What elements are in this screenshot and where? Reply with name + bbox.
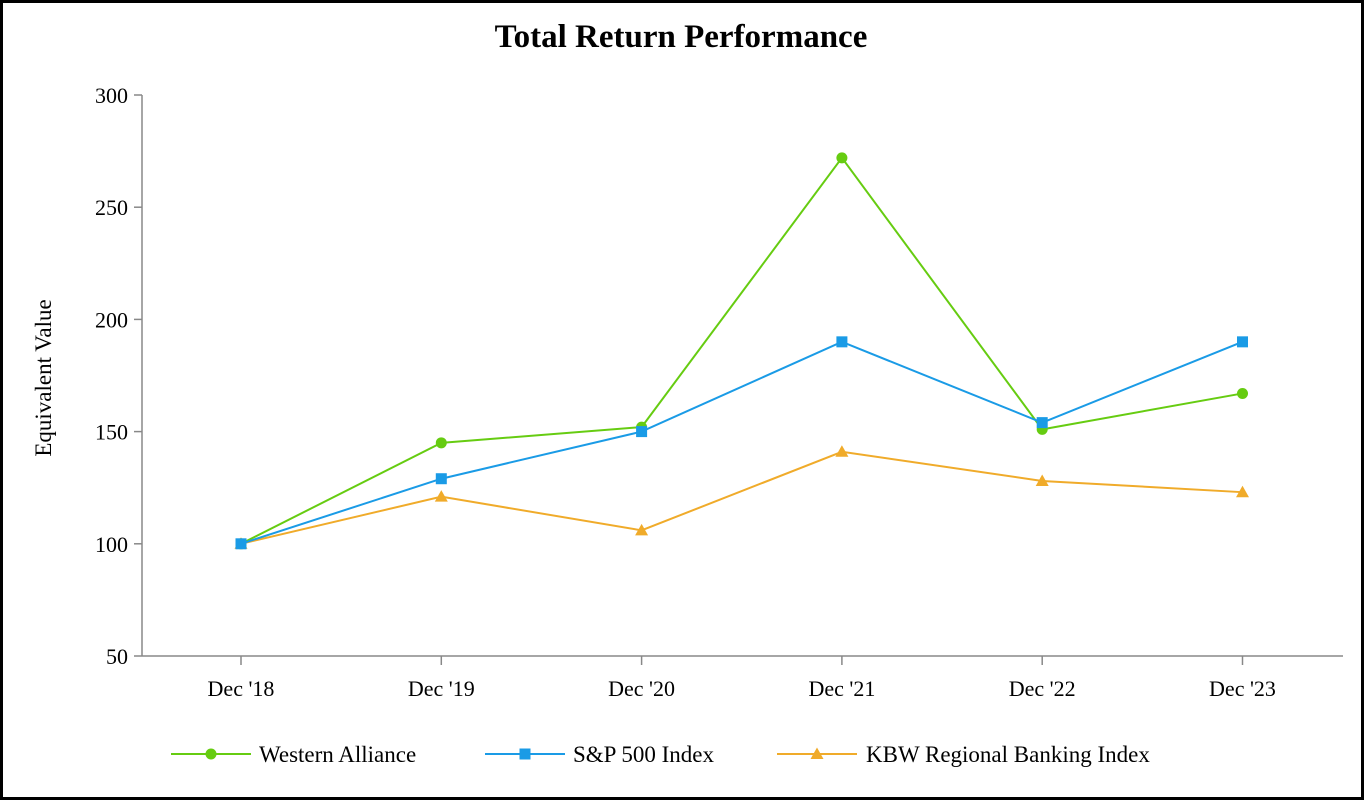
y-tick-label: 200 <box>95 307 128 332</box>
data-point <box>435 437 447 449</box>
series-line <box>240 340 1243 545</box>
legend-marker <box>205 748 217 760</box>
x-tick-label: Dec '23 <box>1209 676 1276 701</box>
legend-marker <box>519 748 531 760</box>
chart-title: Total Return Performance <box>495 19 868 55</box>
axes: 50 100 150 200 250 300 Dec '18 Dec '19 Dec '20 De… <box>95 83 1343 701</box>
data-point <box>435 473 447 485</box>
data-point <box>1035 474 1049 486</box>
y-tick-label: 250 <box>95 195 128 220</box>
x-tick-label: Dec '21 <box>808 676 875 701</box>
y-axis-label: Equivalent Value <box>31 299 56 456</box>
legend-item: S&P 500 Index <box>485 742 714 767</box>
data-point <box>835 445 849 457</box>
data-point <box>1237 387 1248 399</box>
x-tick-label: Dec '18 <box>208 676 275 701</box>
series-line <box>240 156 1243 545</box>
series-western-alliance <box>235 152 1248 550</box>
data-point <box>434 490 448 502</box>
data-point <box>1237 336 1248 348</box>
chart-canvas: Total Return Performance Equivalent Valu… <box>31 19 1343 767</box>
data-point <box>235 538 247 550</box>
series-line <box>240 450 1243 545</box>
data-point <box>635 523 649 536</box>
x-tick-label: Dec '22 <box>1009 676 1076 701</box>
legend-label: S&P 500 Index <box>573 742 714 767</box>
series-s-p-500-index <box>235 336 1248 550</box>
x-tick-label: Dec '19 <box>408 676 475 701</box>
data-point <box>1036 417 1048 429</box>
data-point <box>636 426 648 438</box>
legend-item: Western Alliance <box>171 742 416 767</box>
legend: Western Alliance S&P 500 Index KBW Regiona… <box>171 742 1150 767</box>
data-point <box>1236 485 1249 498</box>
data-point <box>836 336 848 348</box>
legend-marker <box>810 747 824 759</box>
y-tick-label: 50 <box>106 644 128 669</box>
y-tick-label: 150 <box>95 420 128 445</box>
legend-item: KBW Regional Banking Index <box>777 742 1150 767</box>
series-layer <box>234 152 1249 550</box>
x-tick-label: Dec '20 <box>608 676 675 701</box>
y-tick-label: 100 <box>95 532 128 557</box>
data-point <box>836 152 848 164</box>
legend-label: KBW Regional Banking Index <box>866 742 1150 767</box>
legend-label: Western Alliance <box>259 742 416 767</box>
y-tick-label: 300 <box>95 83 128 108</box>
